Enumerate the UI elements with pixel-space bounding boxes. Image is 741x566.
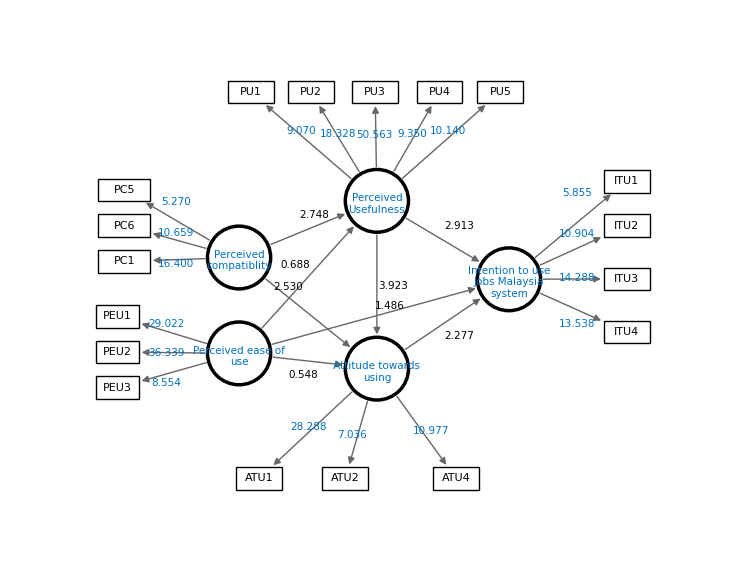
FancyBboxPatch shape: [227, 80, 273, 103]
Text: 10.904: 10.904: [559, 229, 596, 238]
FancyBboxPatch shape: [96, 376, 139, 399]
Text: 2.913: 2.913: [444, 221, 474, 231]
Text: 2.277: 2.277: [444, 331, 474, 341]
Text: PC1: PC1: [113, 256, 135, 267]
Text: ITU4: ITU4: [614, 327, 639, 337]
FancyBboxPatch shape: [236, 467, 282, 490]
Text: PEU3: PEU3: [103, 383, 132, 393]
Text: 1.486: 1.486: [375, 301, 405, 311]
FancyBboxPatch shape: [99, 179, 150, 201]
Text: 10.659: 10.659: [158, 228, 194, 238]
Text: 0.688: 0.688: [280, 260, 310, 270]
Text: PU2: PU2: [300, 87, 322, 97]
Text: 5.855: 5.855: [562, 188, 592, 198]
Text: PEU1: PEU1: [103, 311, 132, 321]
FancyBboxPatch shape: [99, 250, 150, 273]
Text: 29.022: 29.022: [148, 319, 185, 329]
Text: 8.554: 8.554: [151, 379, 181, 388]
Text: ATU1: ATU1: [245, 474, 273, 483]
FancyBboxPatch shape: [322, 467, 368, 490]
Text: 10.140: 10.140: [429, 126, 465, 136]
FancyBboxPatch shape: [352, 80, 398, 103]
Text: Intention to use
Jobs Malaysia
system: Intention to use Jobs Malaysia system: [468, 266, 550, 299]
Text: ITU1: ITU1: [614, 176, 639, 186]
Text: Perceived
Usefulness: Perceived Usefulness: [348, 193, 405, 215]
Text: 14.288: 14.288: [559, 273, 596, 284]
Text: 16.400: 16.400: [158, 259, 194, 269]
FancyBboxPatch shape: [288, 80, 333, 103]
Text: 28.288: 28.288: [290, 422, 327, 432]
Text: Perceived ease of
use: Perceived ease of use: [193, 346, 285, 367]
Text: 50.563: 50.563: [356, 131, 392, 140]
Text: ATU2: ATU2: [331, 474, 359, 483]
Text: PC6: PC6: [113, 221, 135, 231]
Text: 36.339: 36.339: [148, 349, 185, 358]
FancyBboxPatch shape: [604, 268, 650, 290]
Text: 9.350: 9.350: [397, 129, 427, 139]
FancyBboxPatch shape: [604, 170, 650, 192]
Text: 9.070: 9.070: [286, 126, 316, 136]
Text: Perceived
compatiblity: Perceived compatiblity: [207, 250, 272, 272]
FancyBboxPatch shape: [99, 215, 150, 237]
FancyBboxPatch shape: [477, 80, 523, 103]
Text: PU1: PU1: [239, 87, 262, 97]
Text: PEU2: PEU2: [103, 347, 132, 357]
Text: 3.923: 3.923: [378, 281, 408, 291]
Text: PU3: PU3: [365, 87, 386, 97]
FancyBboxPatch shape: [96, 341, 139, 363]
Text: PU5: PU5: [489, 87, 511, 97]
FancyBboxPatch shape: [604, 215, 650, 237]
Text: ITU3: ITU3: [614, 274, 639, 284]
Text: 2.748: 2.748: [299, 210, 329, 220]
Text: ITU2: ITU2: [614, 221, 639, 231]
Text: Attitude towards
using: Attitude towards using: [333, 361, 420, 383]
Text: PC5: PC5: [113, 185, 135, 195]
Text: ATU4: ATU4: [442, 474, 471, 483]
Text: 13.538: 13.538: [559, 319, 596, 329]
Text: 2.530: 2.530: [273, 282, 303, 291]
Text: 18.328: 18.328: [319, 129, 356, 139]
Text: PU4: PU4: [428, 87, 451, 97]
FancyBboxPatch shape: [416, 80, 462, 103]
FancyBboxPatch shape: [433, 467, 479, 490]
Text: 0.548: 0.548: [288, 370, 318, 380]
Text: 5.270: 5.270: [161, 197, 190, 207]
FancyBboxPatch shape: [604, 321, 650, 344]
Text: 7.036: 7.036: [337, 430, 367, 440]
FancyBboxPatch shape: [96, 305, 139, 328]
Text: 10.977: 10.977: [413, 426, 450, 436]
